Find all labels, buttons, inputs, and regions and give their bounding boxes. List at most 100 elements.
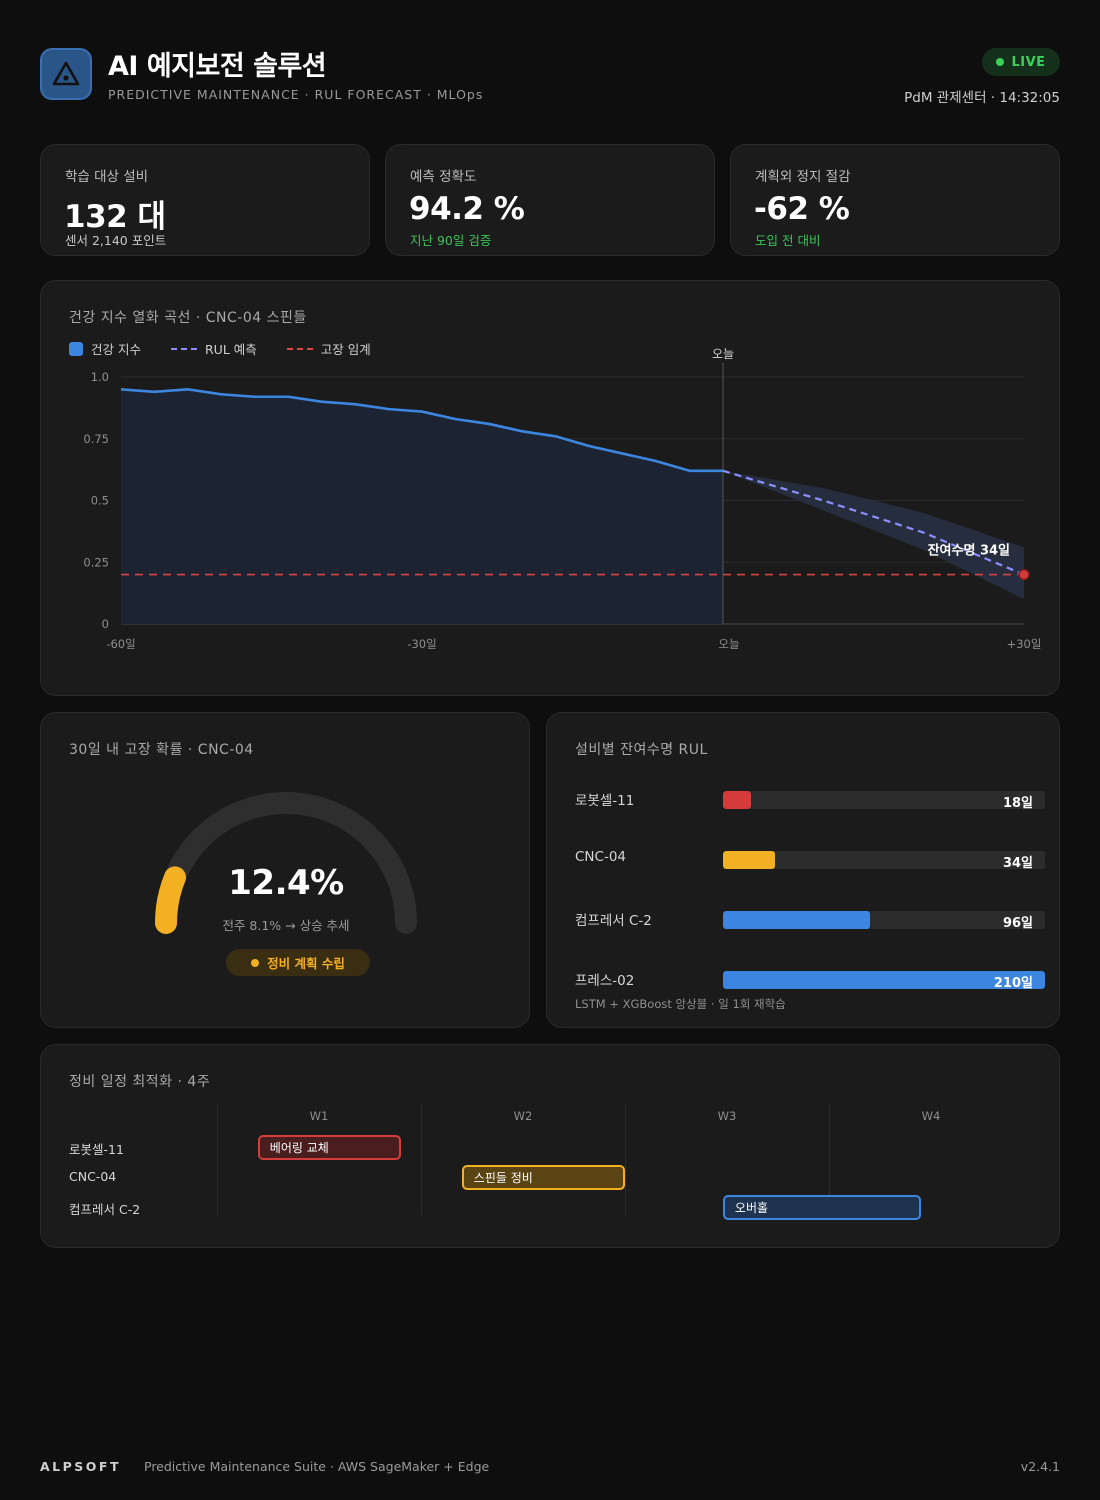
kpi-note: 센서 2,140 포인트 — [65, 233, 167, 248]
rul-row[interactable]: 프레스-02 210일 — [575, 969, 1045, 989]
legend-health[interactable]: 건강 지수 — [69, 339, 141, 358]
failure-probability-card: 30일 내 고장 확률 · CNC-04 12.4% 전주 8.1% → 상승 … — [40, 712, 530, 1028]
kpi-value: 94.2 % — [409, 191, 525, 227]
rul-forecast-line — [722, 469, 1025, 576]
y-tick-label: 0.75 — [83, 432, 109, 446]
health-area — [121, 389, 723, 624]
live-dot-icon — [996, 58, 1005, 66]
status-label: 정비 계획 수립 — [267, 956, 345, 971]
schedule-task-bar[interactable]: 스핀들 정비 — [461, 1165, 625, 1190]
y-tick-label: 0.25 — [83, 555, 109, 569]
schedule-equipment-label: 컴프레서 C-2 — [69, 1202, 141, 1217]
gauge-subtext: 전주 8.1% → 상승 추세 — [222, 918, 350, 933]
rul-footnote: LSTM + XGBoost 앙상블 · 일 1회 재학습 — [575, 997, 786, 1011]
rul-confidence-band — [723, 470, 1024, 600]
y-tick-label: 0.5 — [91, 494, 109, 508]
rul-bar-track: 34일 — [723, 851, 1045, 869]
footer-description: Predictive Maintenance Suite · AWS SageM… — [144, 1459, 490, 1474]
x-tick-label: 오늘 — [718, 637, 739, 651]
week-header: W1 — [309, 1109, 329, 1123]
warning-triangle-icon — [52, 61, 80, 86]
rul-days-label: 96일 — [1002, 916, 1033, 929]
live-badge: LIVE — [982, 48, 1060, 76]
header-meta: PdM 관제센터 · 14:32:05 — [904, 90, 1060, 106]
live-label: LIVE — [1011, 54, 1046, 70]
legend-swatch-rul — [170, 347, 197, 350]
week-header: W3 — [717, 1109, 737, 1123]
legend-rul[interactable]: RUL 예측 — [170, 339, 257, 358]
kpi-label: 학습 대상 설비 — [65, 169, 149, 185]
rul-annotation: 잔여수명 34일 — [928, 543, 1010, 559]
app-logo — [40, 48, 92, 100]
kpi-note: 지난 90일 검증 — [410, 233, 492, 248]
rul-equipment-name: CNC-04 — [575, 849, 627, 865]
y-tick-label: 1.0 — [91, 370, 109, 384]
legend-label: 건강 지수 — [91, 342, 141, 357]
app-subtitle: PREDICTIVE MAINTENANCE · RUL FORECAST · … — [108, 87, 484, 102]
today-label: 오늘 — [712, 347, 734, 361]
chart-legend: 건강 지수 RUL 예측 고장 임계 — [69, 339, 371, 358]
status-badge[interactable]: 정비 계획 수립 — [226, 949, 370, 976]
kpi-label: 계획외 정지 절감 — [755, 169, 851, 185]
legend-swatch-health — [69, 341, 83, 356]
rul-bar-fill — [723, 791, 751, 809]
rul-bar-track: 210일 — [723, 971, 1045, 989]
gauge-title: 30일 내 고장 확률 · CNC-04 — [69, 742, 254, 758]
app-title: AI 예지보전 솔루션 — [108, 51, 327, 82]
schedule-task-bar[interactable]: 오버홀 — [722, 1195, 921, 1220]
rul-bar-track: 18일 — [723, 791, 1045, 809]
health-line — [120, 388, 723, 473]
rul-equipment-name: 로봇셀-11 — [575, 793, 635, 809]
rul-bar-fill — [723, 911, 871, 929]
week-divider — [625, 1103, 626, 1215]
rul-days-label: 18일 — [1002, 796, 1033, 809]
schedule-task-bar[interactable]: 베어링 교체 — [257, 1135, 401, 1160]
kpi-card-downtime[interactable]: 계획외 정지 절감 -62 % 도입 전 대비 — [730, 144, 1060, 256]
week-divider — [217, 1103, 218, 1215]
rul-title: 설비별 잔여수명 RUL — [575, 742, 708, 758]
legend-label: 고장 임계 — [320, 342, 371, 357]
week-header: W2 — [513, 1109, 533, 1123]
schedule-equipment-label: CNC-04 — [69, 1169, 117, 1184]
footer-version: v2.4.1 — [1020, 1459, 1060, 1474]
failure-point[interactable] — [1018, 568, 1030, 581]
x-tick-label: +30일 — [1007, 637, 1042, 651]
y-tick-label: 0 — [102, 617, 109, 631]
legend-swatch-threshold — [286, 347, 313, 350]
rul-days-label: 210일 — [993, 976, 1033, 989]
legend-label: RUL 예측 — [204, 342, 257, 357]
status-dot-icon — [251, 958, 260, 967]
rul-bar-track: 96일 — [723, 911, 1045, 929]
gauge-value: 12.4% — [228, 863, 344, 903]
x-tick-label: -30일 — [407, 637, 436, 651]
kpi-label: 예측 정확도 — [410, 169, 477, 185]
x-tick-label: -60일 — [106, 637, 135, 651]
legend-threshold[interactable]: 고장 임계 — [286, 339, 371, 358]
schedule-equipment-label: 로봇셀-11 — [69, 1142, 124, 1157]
kpi-value: -62 % — [754, 191, 850, 227]
week-divider — [829, 1103, 830, 1215]
rul-row[interactable]: 로봇셀-11 18일 — [575, 789, 1045, 809]
chart-title: 건강 지수 열화 곡선 · CNC-04 스핀들 — [69, 310, 307, 326]
rul-days-label: 34일 — [1002, 856, 1033, 869]
schedule-title: 정비 일정 최적화 · 4주 — [69, 1074, 211, 1090]
rul-bar-fill — [723, 851, 776, 869]
week-header: W4 — [921, 1109, 941, 1123]
rul-bar-fill — [723, 971, 1045, 989]
footer-brand: ALPSOFT — [40, 1459, 121, 1474]
kpi-value: 132 대 — [64, 199, 166, 235]
kpi-card-equipment[interactable]: 학습 대상 설비 132 대 센서 2,140 포인트 — [40, 144, 370, 256]
gauge-chart — [155, 792, 417, 934]
week-divider — [421, 1103, 422, 1215]
kpi-card-accuracy[interactable]: 예측 정확도 94.2 % 지난 90일 검증 — [385, 144, 715, 256]
gauge-fill — [155, 866, 186, 934]
health-chart-card: 건강 지수 열화 곡선 · CNC-04 스핀들 건강 지수 RUL 예측 고장… — [40, 280, 1060, 696]
rul-equipment-name: 컴프레서 C-2 — [575, 913, 652, 929]
rul-row[interactable]: 컴프레서 C-2 96일 — [575, 909, 1045, 929]
rul-row[interactable]: CNC-04 34일 — [575, 849, 1045, 869]
rul-equipment-name: 프레스-02 — [575, 973, 635, 989]
schedule-card: 정비 일정 최적화 · 4주 W1 W2 W3 W4 로봇셀-11 베어링 교체 CNC-0… — [40, 1044, 1060, 1248]
kpi-note: 도입 전 대비 — [755, 233, 821, 248]
